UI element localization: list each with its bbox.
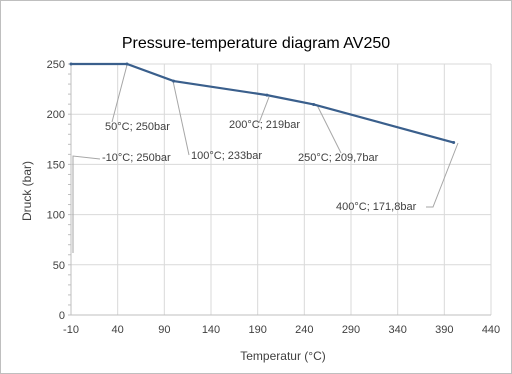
x-tick-label: 240: [295, 324, 313, 336]
data-point: [452, 141, 456, 145]
x-tick-label: 90: [158, 324, 170, 336]
data-label: 200°C; 219bar: [229, 119, 300, 131]
x-axis-title: Temperatur (°C): [240, 349, 325, 363]
y-axis-title: Druck (bar): [20, 161, 34, 221]
annotation-leader: [426, 142, 459, 208]
data-point: [125, 62, 129, 66]
annotation-leader: [111, 64, 128, 123]
x-tick-label: 140: [202, 324, 220, 336]
series-line: [71, 62, 454, 144]
x-tick-label: 40: [112, 324, 124, 336]
x-tick-label: 190: [248, 324, 266, 336]
x-tick-label: -10: [63, 324, 79, 336]
y-tick-label: 150: [47, 159, 65, 171]
chart-title: Pressure-temperature diagram AV250: [122, 35, 390, 52]
data-point: [312, 102, 316, 106]
data-label: 100°C; 233bar: [191, 150, 262, 162]
data-label: 400°C; 171,8bar: [336, 201, 417, 213]
y-tick-label: 0: [59, 310, 65, 322]
data-label: 50°C; 250bar: [105, 121, 170, 133]
data-point: [265, 93, 269, 97]
data-label: -10°C; 250bar: [102, 152, 171, 164]
annotation-leader: [172, 80, 190, 156]
y-tick-label: 250: [47, 59, 65, 71]
data-label: 250°C; 209,7bar: [298, 152, 379, 164]
x-tick-label: 440: [482, 324, 500, 336]
data-point: [172, 79, 176, 83]
x-tick-label: 390: [435, 324, 453, 336]
annotation-leader: [72, 155, 101, 253]
y-tick-label: 200: [47, 109, 65, 121]
data-point: [69, 62, 73, 66]
annotation-leader: [316, 104, 342, 154]
x-tick-label: 290: [342, 324, 360, 336]
x-tick-label: 340: [388, 324, 406, 336]
y-tick-label: 100: [47, 210, 65, 222]
annotation-leader: [258, 96, 270, 124]
y-tick-label: 50: [53, 260, 65, 272]
